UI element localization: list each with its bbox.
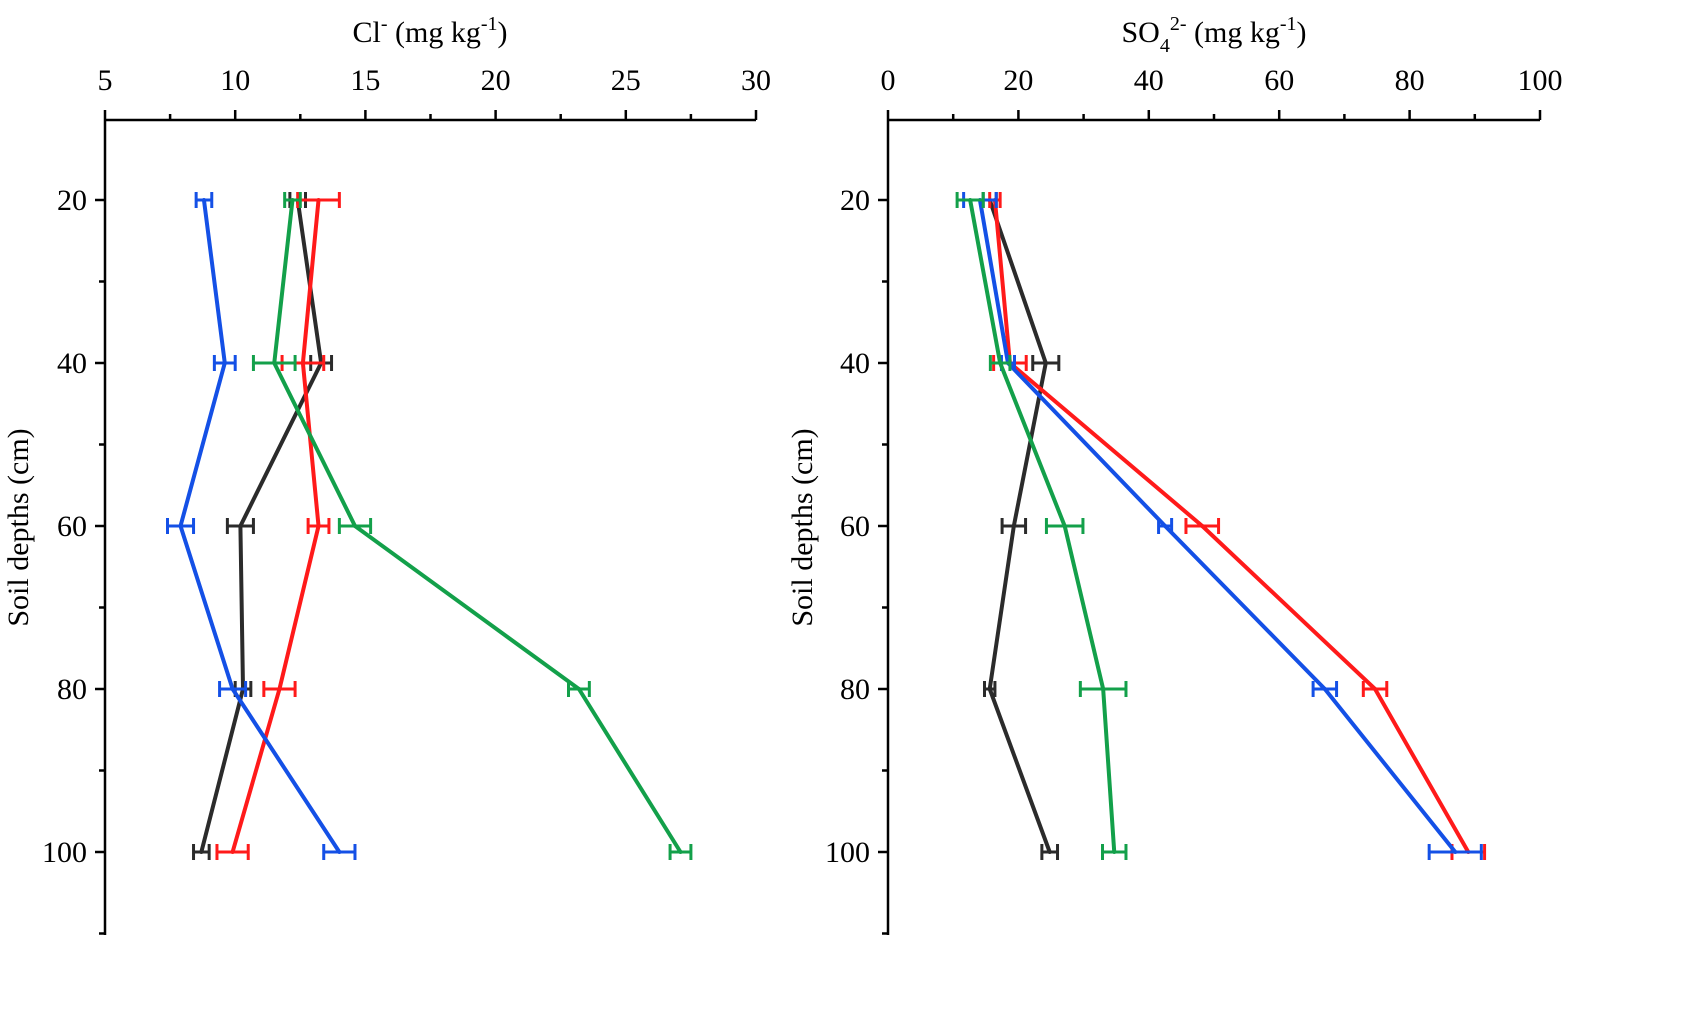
data-point xyxy=(1011,524,1016,528)
x-axis-title-part: - xyxy=(381,13,388,35)
x-axis-title-part: -1 xyxy=(481,13,498,35)
x-tick-label: 20 xyxy=(481,64,511,97)
y-tick-label: 40 xyxy=(57,347,87,380)
data-point xyxy=(1322,687,1327,691)
y-tick-label: 60 xyxy=(57,510,87,543)
series-red xyxy=(215,192,341,860)
data-point xyxy=(1047,850,1052,854)
data-point xyxy=(998,361,1003,365)
data-point xyxy=(199,850,204,854)
x-axis-title-part: (mg kg xyxy=(1187,16,1280,49)
series-green xyxy=(955,192,1128,860)
x-tick-label: 15 xyxy=(350,64,380,97)
data-point xyxy=(1453,850,1458,854)
data-point xyxy=(987,687,992,691)
x-tick-label: 80 xyxy=(1395,64,1425,97)
y-tick-label: 60 xyxy=(840,510,870,543)
x-axis-title: SO42- (mg kg-1) xyxy=(1121,13,1306,57)
x-axis-title-part: ) xyxy=(498,16,508,49)
data-point xyxy=(277,687,282,691)
data-point xyxy=(1101,687,1106,691)
y-tick-label: 80 xyxy=(57,673,87,706)
x-tick-label: 10 xyxy=(220,64,250,97)
data-point xyxy=(1163,524,1168,528)
y-tick-label: 20 xyxy=(840,184,870,217)
data-point xyxy=(290,198,295,202)
data-point xyxy=(1112,850,1117,854)
data-point xyxy=(337,850,342,854)
x-tick-label: 0 xyxy=(881,64,896,97)
data-point xyxy=(238,524,243,528)
y-tick-label: 100 xyxy=(42,836,87,869)
series-blue xyxy=(962,192,1483,860)
series-blue xyxy=(165,192,357,860)
data-point xyxy=(230,687,235,691)
y-tick-label: 80 xyxy=(840,673,870,706)
data-point xyxy=(201,198,206,202)
data-point xyxy=(316,198,321,202)
x-tick-label: 30 xyxy=(741,64,771,97)
data-point xyxy=(230,850,235,854)
y-tick-label: 20 xyxy=(57,184,87,217)
x-tick-label: 100 xyxy=(1518,64,1563,97)
data-point xyxy=(1200,524,1205,528)
y-axis-label: Soil depths (cm) xyxy=(2,428,35,626)
sulfate-panel: SO42- (mg kg-1) 0 20 40 60 80 100 20 40 60 80 100 So… xyxy=(786,13,1563,935)
y-tick-label: 40 xyxy=(840,347,870,380)
x-tick-label: 5 xyxy=(98,64,113,97)
data-point xyxy=(1062,524,1067,528)
series-line-green xyxy=(968,199,1117,853)
data-point xyxy=(222,361,227,365)
x-tick-label: 40 xyxy=(1134,64,1164,97)
x-axis-title-part: -1 xyxy=(1280,13,1297,35)
x-axis-title-part: ) xyxy=(1297,16,1307,49)
data-point xyxy=(300,361,305,365)
data-point xyxy=(1373,687,1378,691)
x-axis-title-part: 4 xyxy=(1160,35,1170,57)
data-point xyxy=(178,524,183,528)
data-point xyxy=(576,687,581,691)
x-tick-label: 25 xyxy=(611,64,641,97)
y-axis-label: Soil depths (cm) xyxy=(786,428,819,626)
x-axis-title-part: 2- xyxy=(1170,13,1187,35)
data-point xyxy=(1043,361,1048,365)
x-axis-title: Cl- (mg kg-1) xyxy=(352,13,507,49)
x-tick-label: 20 xyxy=(1003,64,1033,97)
series-line-green xyxy=(272,199,683,854)
x-axis-title-part: SO xyxy=(1121,16,1159,49)
data-point xyxy=(678,850,683,854)
series-green xyxy=(251,192,693,860)
x-tick-label: 60 xyxy=(1264,64,1294,97)
data-point xyxy=(352,524,357,528)
x-axis-title-part: (mg kg xyxy=(388,16,481,49)
chloride-panel: Cl- (mg kg-1) 5 10 15 20 25 30 20 40 60 80 100 Soil … xyxy=(2,13,771,935)
y-tick-label: 100 xyxy=(825,836,870,869)
x-axis-title-part: Cl xyxy=(352,16,380,49)
data-point xyxy=(316,524,321,528)
data-point xyxy=(272,361,277,365)
data-point xyxy=(968,198,973,202)
